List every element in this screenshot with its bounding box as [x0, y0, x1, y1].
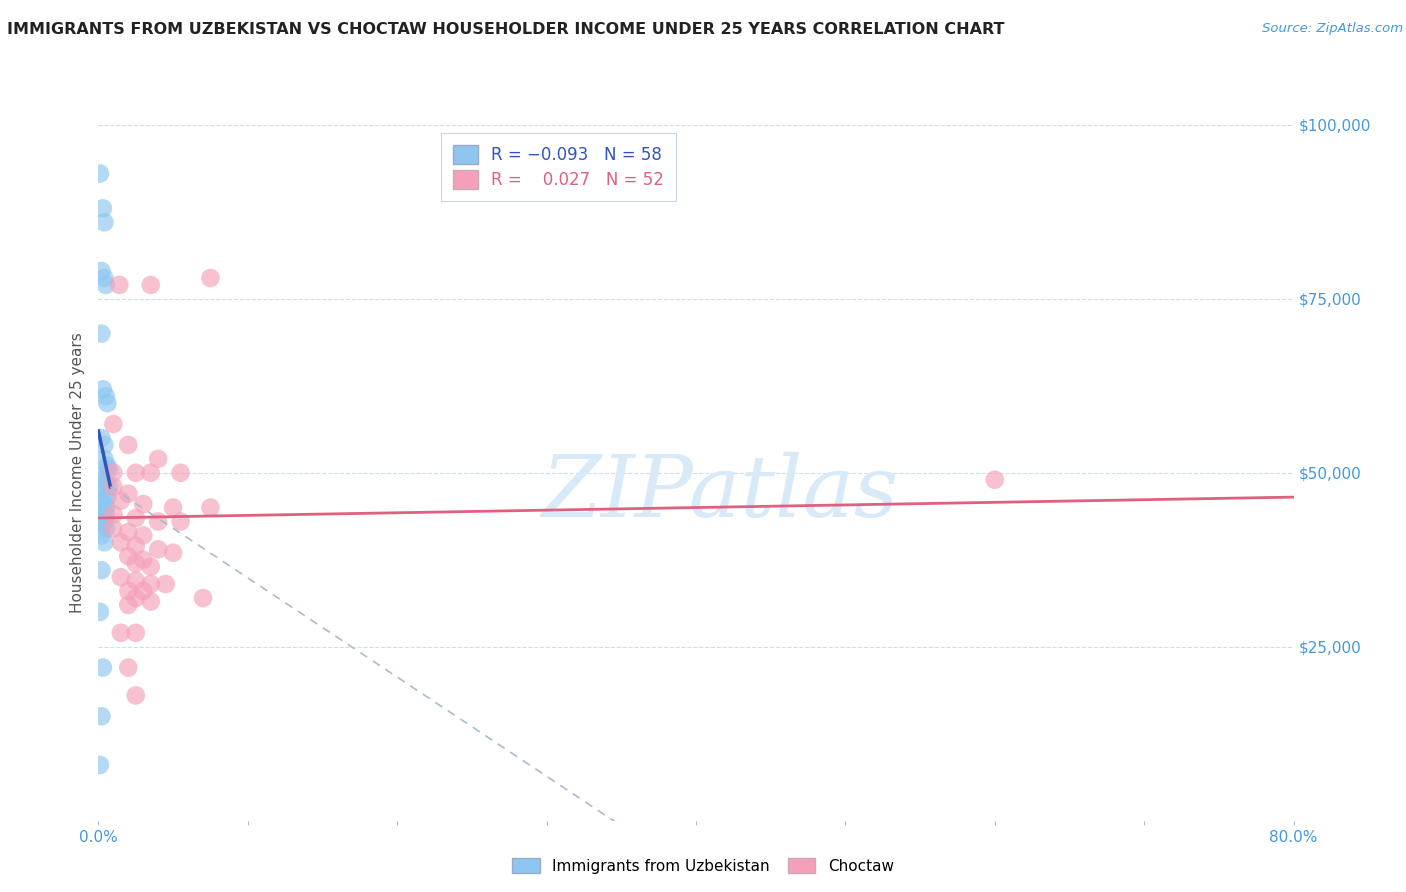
Point [90, 493, 112, 508]
Point [117, 524, 139, 539]
Point [125, 591, 148, 605]
Point [110, 625, 132, 640]
Point [110, 493, 132, 508]
Point [125, 511, 148, 525]
Point [103, 521, 125, 535]
Point [93, 497, 115, 511]
Point [90, 264, 112, 278]
Point [94, 476, 117, 491]
Point [155, 577, 177, 591]
Point [125, 574, 148, 588]
Point [89, 167, 111, 181]
Point [139, 277, 162, 292]
Point [125, 625, 148, 640]
Point [117, 598, 139, 612]
Point [91, 382, 114, 396]
Point [94, 500, 117, 515]
Point [125, 556, 148, 570]
Point [162, 500, 184, 515]
Point [90, 483, 112, 497]
Point [93, 535, 115, 549]
Point [984, 473, 1007, 487]
Y-axis label: Householder Income Under 25 years: Householder Income Under 25 years [70, 333, 86, 613]
Point [96, 490, 118, 504]
Point [90, 511, 112, 525]
Point [108, 277, 131, 292]
Point [162, 546, 184, 560]
Point [117, 549, 139, 564]
Point [125, 539, 148, 553]
Point [91, 660, 114, 674]
Point [90, 431, 112, 445]
Point [93, 451, 115, 466]
Point [91, 504, 114, 518]
Point [117, 660, 139, 674]
Point [90, 709, 112, 723]
Point [96, 458, 118, 473]
Point [94, 277, 117, 292]
Point [93, 515, 115, 529]
Point [89, 758, 111, 772]
Point [103, 480, 125, 494]
Point [90, 528, 112, 542]
Point [148, 451, 170, 466]
Text: Source: ZipAtlas.com: Source: ZipAtlas.com [1263, 22, 1403, 36]
Point [132, 552, 155, 567]
Point [93, 438, 115, 452]
Point [125, 689, 148, 703]
Point [97, 462, 120, 476]
Point [148, 515, 170, 529]
Point [139, 594, 162, 608]
Point [94, 521, 117, 535]
Point [139, 577, 162, 591]
Point [117, 438, 139, 452]
Point [103, 417, 125, 431]
Point [132, 497, 155, 511]
Point [110, 570, 132, 584]
Point [125, 466, 148, 480]
Text: IMMIGRANTS FROM UZBEKISTAN VS CHOCTAW HOUSEHOLDER INCOME UNDER 25 YEARS CORRELAT: IMMIGRANTS FROM UZBEKISTAN VS CHOCTAW HO… [7, 22, 1004, 37]
Point [96, 396, 118, 410]
Text: ZIPatlas: ZIPatlas [541, 452, 898, 535]
Point [89, 605, 111, 619]
Point [97, 480, 120, 494]
Point [200, 500, 222, 515]
Point [169, 515, 191, 529]
Point [91, 473, 114, 487]
Point [117, 584, 139, 599]
Point [94, 508, 117, 522]
Point [169, 466, 191, 480]
Point [93, 486, 115, 500]
Point [93, 271, 115, 285]
Point [200, 271, 222, 285]
Point [132, 584, 155, 599]
Point [117, 486, 139, 500]
Point [139, 559, 162, 574]
Point [132, 528, 155, 542]
Point [91, 202, 114, 216]
Legend: R = −0.093   N = 58, R =    0.027   N = 52: R = −0.093 N = 58, R = 0.027 N = 52 [441, 133, 676, 201]
Point [139, 466, 162, 480]
Point [90, 563, 112, 577]
Point [191, 591, 214, 605]
Point [91, 517, 114, 532]
Point [90, 326, 112, 341]
Point [103, 508, 125, 522]
Point [89, 469, 111, 483]
Point [93, 215, 115, 229]
Legend: Immigrants from Uzbekistan, Choctaw: Immigrants from Uzbekistan, Choctaw [506, 852, 900, 880]
Point [103, 466, 125, 480]
Point [110, 535, 132, 549]
Point [148, 542, 170, 557]
Point [94, 389, 117, 403]
